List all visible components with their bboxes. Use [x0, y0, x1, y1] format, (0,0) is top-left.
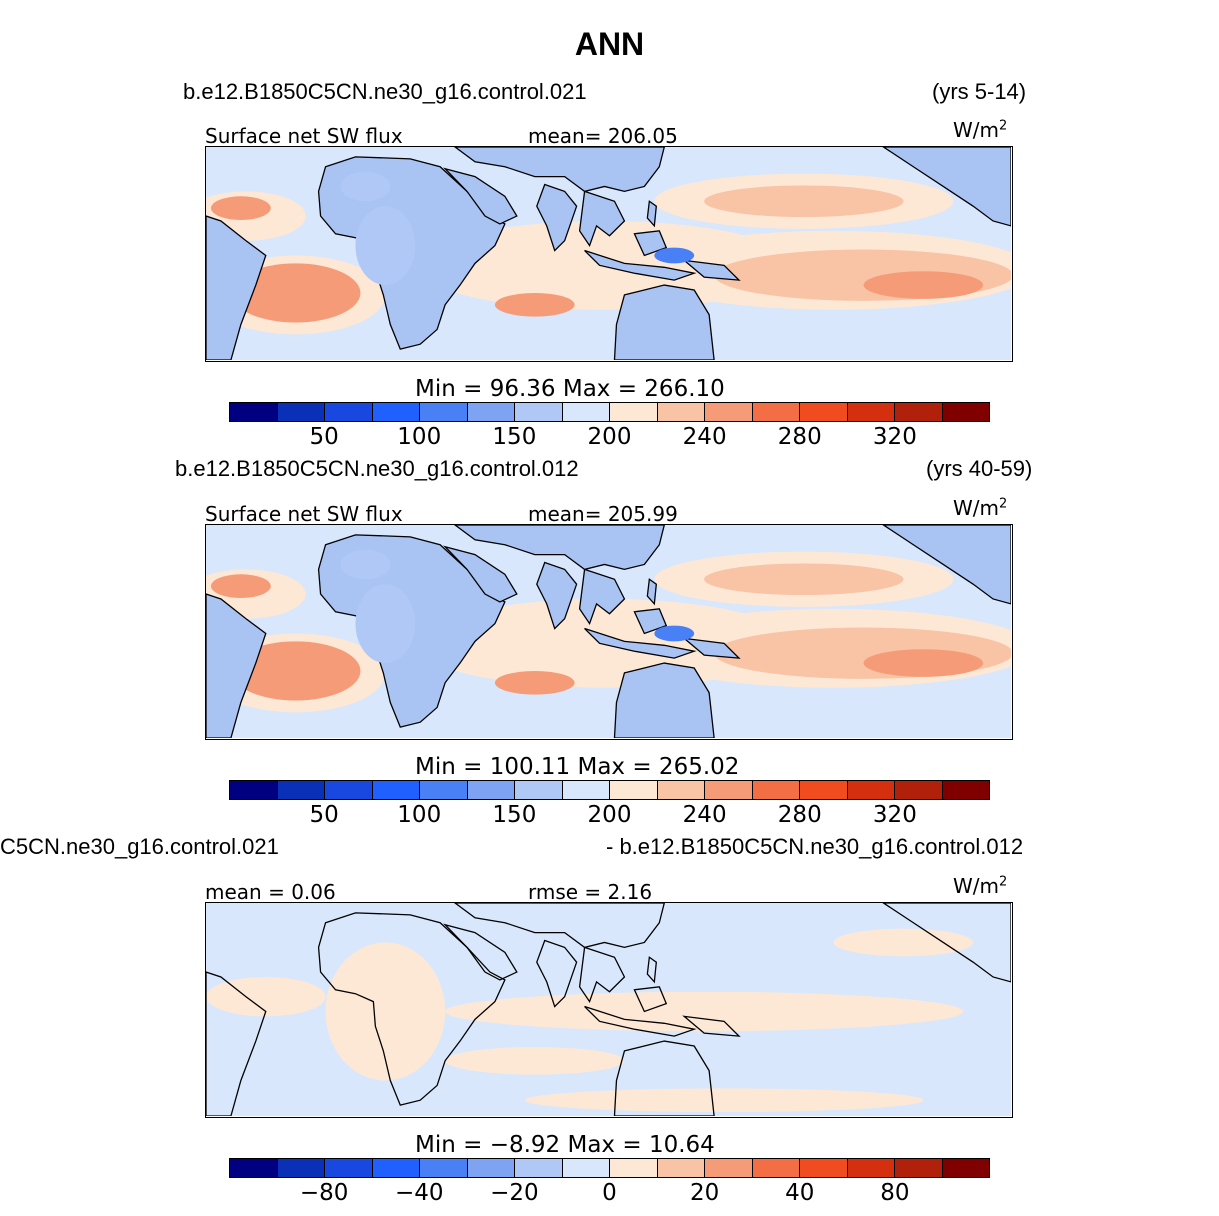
colorbar-tick-label: 240: [682, 802, 727, 828]
colorbar-tick-label: 20: [689, 1180, 720, 1206]
colorbar-swatch: [657, 1159, 705, 1177]
colorbar-tick-label: −80: [299, 1180, 349, 1206]
colorbar-swatch: [515, 781, 563, 799]
colorbar-swatch: [610, 403, 658, 421]
panel-3-colorbar: [229, 1158, 990, 1178]
colorbar-tick-label: 0: [602, 1180, 617, 1206]
panel-1-years: (yrs 5-14): [932, 79, 1027, 104]
colorbar-tick-label: −40: [394, 1180, 444, 1206]
panel-1-variable-label: Surface net SW flux: [205, 124, 403, 148]
colorbar-swatch: [467, 781, 515, 799]
map-svg: [206, 147, 1011, 360]
colorbar-swatch: [515, 403, 563, 421]
panel-2-case-name: b.e12.B1850C5CN.ne30_g16.control.012: [175, 456, 579, 481]
colorbar-tick-label: −20: [490, 1180, 539, 1206]
colorbar-swatch: [942, 403, 989, 421]
colorbar-tick-label: 320: [872, 424, 917, 450]
panel-3-case-name: C5CN.ne30_g16.control.021: [0, 834, 279, 859]
colorbar-swatch: [277, 781, 325, 799]
colorbar-swatch: [705, 781, 753, 799]
panel-1-min-max: Min = 96.36 Max = 266.10: [415, 376, 725, 402]
colorbar-swatch: [610, 1159, 658, 1177]
figure-title: ANN: [574, 26, 645, 62]
colorbar-tick-label: 280: [777, 802, 822, 828]
colorbar-tick-label: 100: [397, 802, 442, 828]
panel-2-units: W/m2: [953, 496, 1008, 520]
colorbar-swatch: [752, 1159, 800, 1177]
panel-2-min-max: Min = 100.11 Max = 265.02: [415, 754, 740, 780]
colorbar-swatch: [420, 1159, 468, 1177]
colorbar-swatch: [325, 1159, 373, 1177]
panel-2-colorbar: [229, 780, 990, 800]
colorbar-tick-label: 40: [785, 1180, 815, 1206]
colorbar-swatch: [657, 781, 705, 799]
colorbar-swatch: [847, 403, 895, 421]
colorbar-swatch: [705, 403, 753, 421]
map-svg: [206, 525, 1011, 738]
colorbar-swatch: [752, 781, 800, 799]
colorbar-swatch: [277, 403, 325, 421]
colorbar-swatch: [515, 1159, 563, 1177]
panel-3-units: W/m2: [953, 874, 1008, 898]
panel-2-mean-label: mean= 205.99: [528, 502, 678, 526]
colorbar-swatch: [230, 1159, 278, 1177]
colorbar-swatch: [372, 781, 420, 799]
colorbar-tick-label: 50: [309, 424, 339, 450]
colorbar-swatch: [847, 1159, 895, 1177]
colorbar-swatch: [942, 781, 989, 799]
panel-1-case-name: b.e12.B1850C5CN.ne30_g16.control.021: [183, 79, 587, 104]
panel-1-units: W/m2: [953, 118, 1008, 142]
colorbar-swatch: [800, 781, 848, 799]
colorbar-swatch: [847, 781, 895, 799]
colorbar-swatch: [752, 403, 800, 421]
colorbar-swatch: [610, 781, 658, 799]
colorbar-swatch: [895, 403, 943, 421]
panel-2-map: [205, 524, 1013, 740]
panel-3-difference-case: - b.e12.B1850C5CN.ne30_g16.control.012: [606, 834, 1024, 859]
colorbar-swatch: [420, 403, 468, 421]
colorbar-swatch: [657, 403, 705, 421]
colorbar-swatch: [895, 781, 943, 799]
colorbar-swatch: [230, 403, 278, 421]
colorbar-tick-label: 280: [777, 424, 822, 450]
colorbar-tick-label: 50: [309, 802, 339, 828]
colorbar-swatch: [325, 781, 373, 799]
colorbar-swatch: [420, 781, 468, 799]
panel-1-mean-label: mean= 206.05: [528, 124, 678, 148]
colorbar-swatch: [562, 781, 610, 799]
colorbar-swatch: [800, 1159, 848, 1177]
panel-2-variable-label: Surface net SW flux: [205, 502, 403, 526]
colorbar-swatch: [467, 1159, 515, 1177]
panel-3-rmse-label: rmse = 2.16: [528, 880, 653, 904]
colorbar-tick-label: 80: [880, 1180, 910, 1206]
colorbar-tick-label: 200: [587, 802, 632, 828]
colorbar-swatch: [895, 1159, 943, 1177]
colorbar-swatch: [562, 1159, 610, 1177]
colorbar-tick-label: 150: [492, 802, 537, 828]
panel-3-mean-label: mean = 0.06: [205, 880, 336, 904]
panel-3-map: [205, 902, 1013, 1118]
panel-1-colorbar: [229, 402, 990, 422]
colorbar-swatch: [372, 1159, 420, 1177]
panel-3-min-max: Min = −8.92 Max = 10.64: [415, 1132, 715, 1158]
panel-1-map: [205, 146, 1013, 362]
colorbar-swatch: [705, 1159, 753, 1177]
colorbar-tick-label: 100: [397, 424, 442, 450]
colorbar-swatch: [325, 403, 373, 421]
panel-2-years: (yrs 40-59): [926, 456, 1033, 481]
colorbar-tick-label: 240: [682, 424, 727, 450]
map-svg: [206, 903, 1011, 1116]
colorbar-swatch: [562, 403, 610, 421]
colorbar-swatch: [942, 1159, 989, 1177]
colorbar-swatch: [277, 1159, 325, 1177]
colorbar-swatch: [800, 403, 848, 421]
colorbar-swatch: [230, 781, 278, 799]
colorbar-tick-label: 320: [872, 802, 917, 828]
colorbar-tick-label: 150: [492, 424, 537, 450]
colorbar-swatch: [372, 403, 420, 421]
colorbar-swatch: [467, 403, 515, 421]
colorbar-tick-label: 200: [587, 424, 632, 450]
